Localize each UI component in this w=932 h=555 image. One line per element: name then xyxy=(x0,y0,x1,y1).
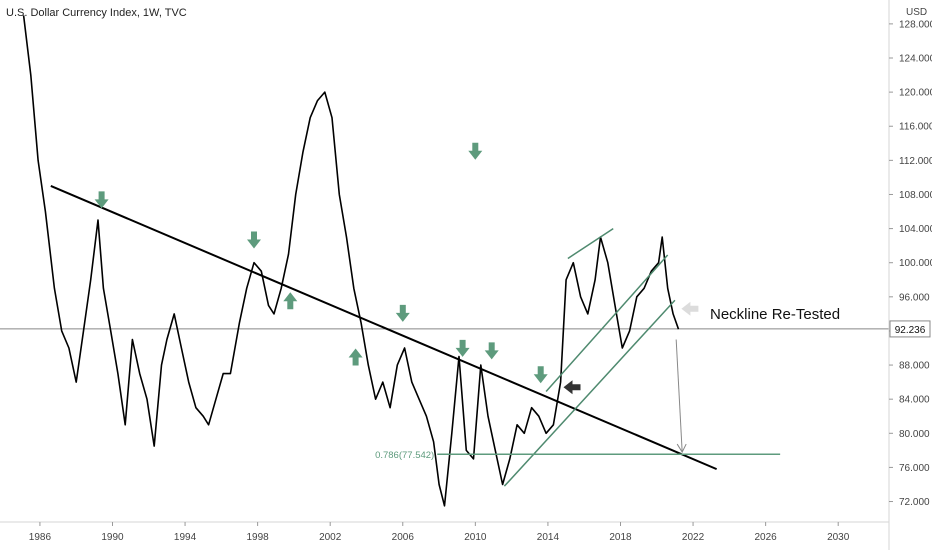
data-layer xyxy=(22,15,680,507)
price-tag-label: 92.236 xyxy=(895,325,926,336)
x-tick-label: 2026 xyxy=(755,532,778,543)
x-tick-label: 1994 xyxy=(174,532,197,543)
y-tick-label: 88.000 xyxy=(899,361,930,372)
projection-line xyxy=(675,339,683,453)
x-tick-label: 2030 xyxy=(827,532,850,543)
x-tick-label: 2010 xyxy=(464,532,487,543)
arrow-marker-down xyxy=(395,304,410,322)
x-tick-label: 1986 xyxy=(29,532,52,543)
y-tick-label: 124.000 xyxy=(899,54,932,65)
x-tick-label: 1998 xyxy=(247,532,270,543)
arrow-marker-down xyxy=(484,342,499,360)
y-tick-label: 108.000 xyxy=(899,190,932,201)
arrow-marker-down xyxy=(94,191,109,209)
y-tick-label: 72.000 xyxy=(899,497,930,508)
arrow-marker-left xyxy=(681,301,699,316)
channel-line xyxy=(503,299,676,487)
x-tick-label: 2002 xyxy=(319,532,342,543)
arrow-marker-up xyxy=(283,292,298,310)
neckline-trendline xyxy=(50,185,718,471)
y-tick-label: 80.000 xyxy=(899,429,930,440)
arrow-marker-left xyxy=(563,380,581,395)
arrow-marker-down xyxy=(533,366,548,384)
y-tick-label: 112.000 xyxy=(899,156,932,167)
channel-line xyxy=(567,227,614,260)
x-tick-label: 2018 xyxy=(609,532,632,543)
overlay-layer: 0.786(77.542) Neckline Re-Tested xyxy=(50,142,840,487)
annotation-label: Neckline Re-Tested xyxy=(710,306,840,323)
y-tick-label: 96.000 xyxy=(899,292,930,303)
projection-arrowhead xyxy=(676,443,687,454)
price-series-line xyxy=(22,15,680,507)
channel-line xyxy=(545,254,669,392)
x-tick-label: 2006 xyxy=(392,532,415,543)
y-tick-label: 84.000 xyxy=(899,395,930,406)
y-tick-label: 120.000 xyxy=(899,88,932,99)
arrow-marker-up xyxy=(348,348,363,366)
arrow-marker-down xyxy=(468,142,483,160)
y-tick-label: 128.000 xyxy=(899,19,932,30)
y-tick-label: 76.000 xyxy=(899,463,930,474)
arrow-marker-down xyxy=(247,231,261,249)
x-tick-label: 2022 xyxy=(682,532,705,543)
y-tick-label: 116.000 xyxy=(899,122,932,133)
x-tick-label: 1990 xyxy=(101,532,124,543)
price-tag-box xyxy=(889,320,931,338)
x-tick-label: 2014 xyxy=(537,532,560,543)
currency-label: USD xyxy=(906,7,927,18)
y-tick-label: 100.000 xyxy=(899,258,932,269)
y-tick-label: 104.000 xyxy=(899,224,932,235)
fib-level-label: 0.786(77.542) xyxy=(375,450,434,461)
arrow-marker-down xyxy=(455,339,470,357)
chart-title: U.S. Dollar Currency Index, 1W, TVC xyxy=(6,7,187,19)
